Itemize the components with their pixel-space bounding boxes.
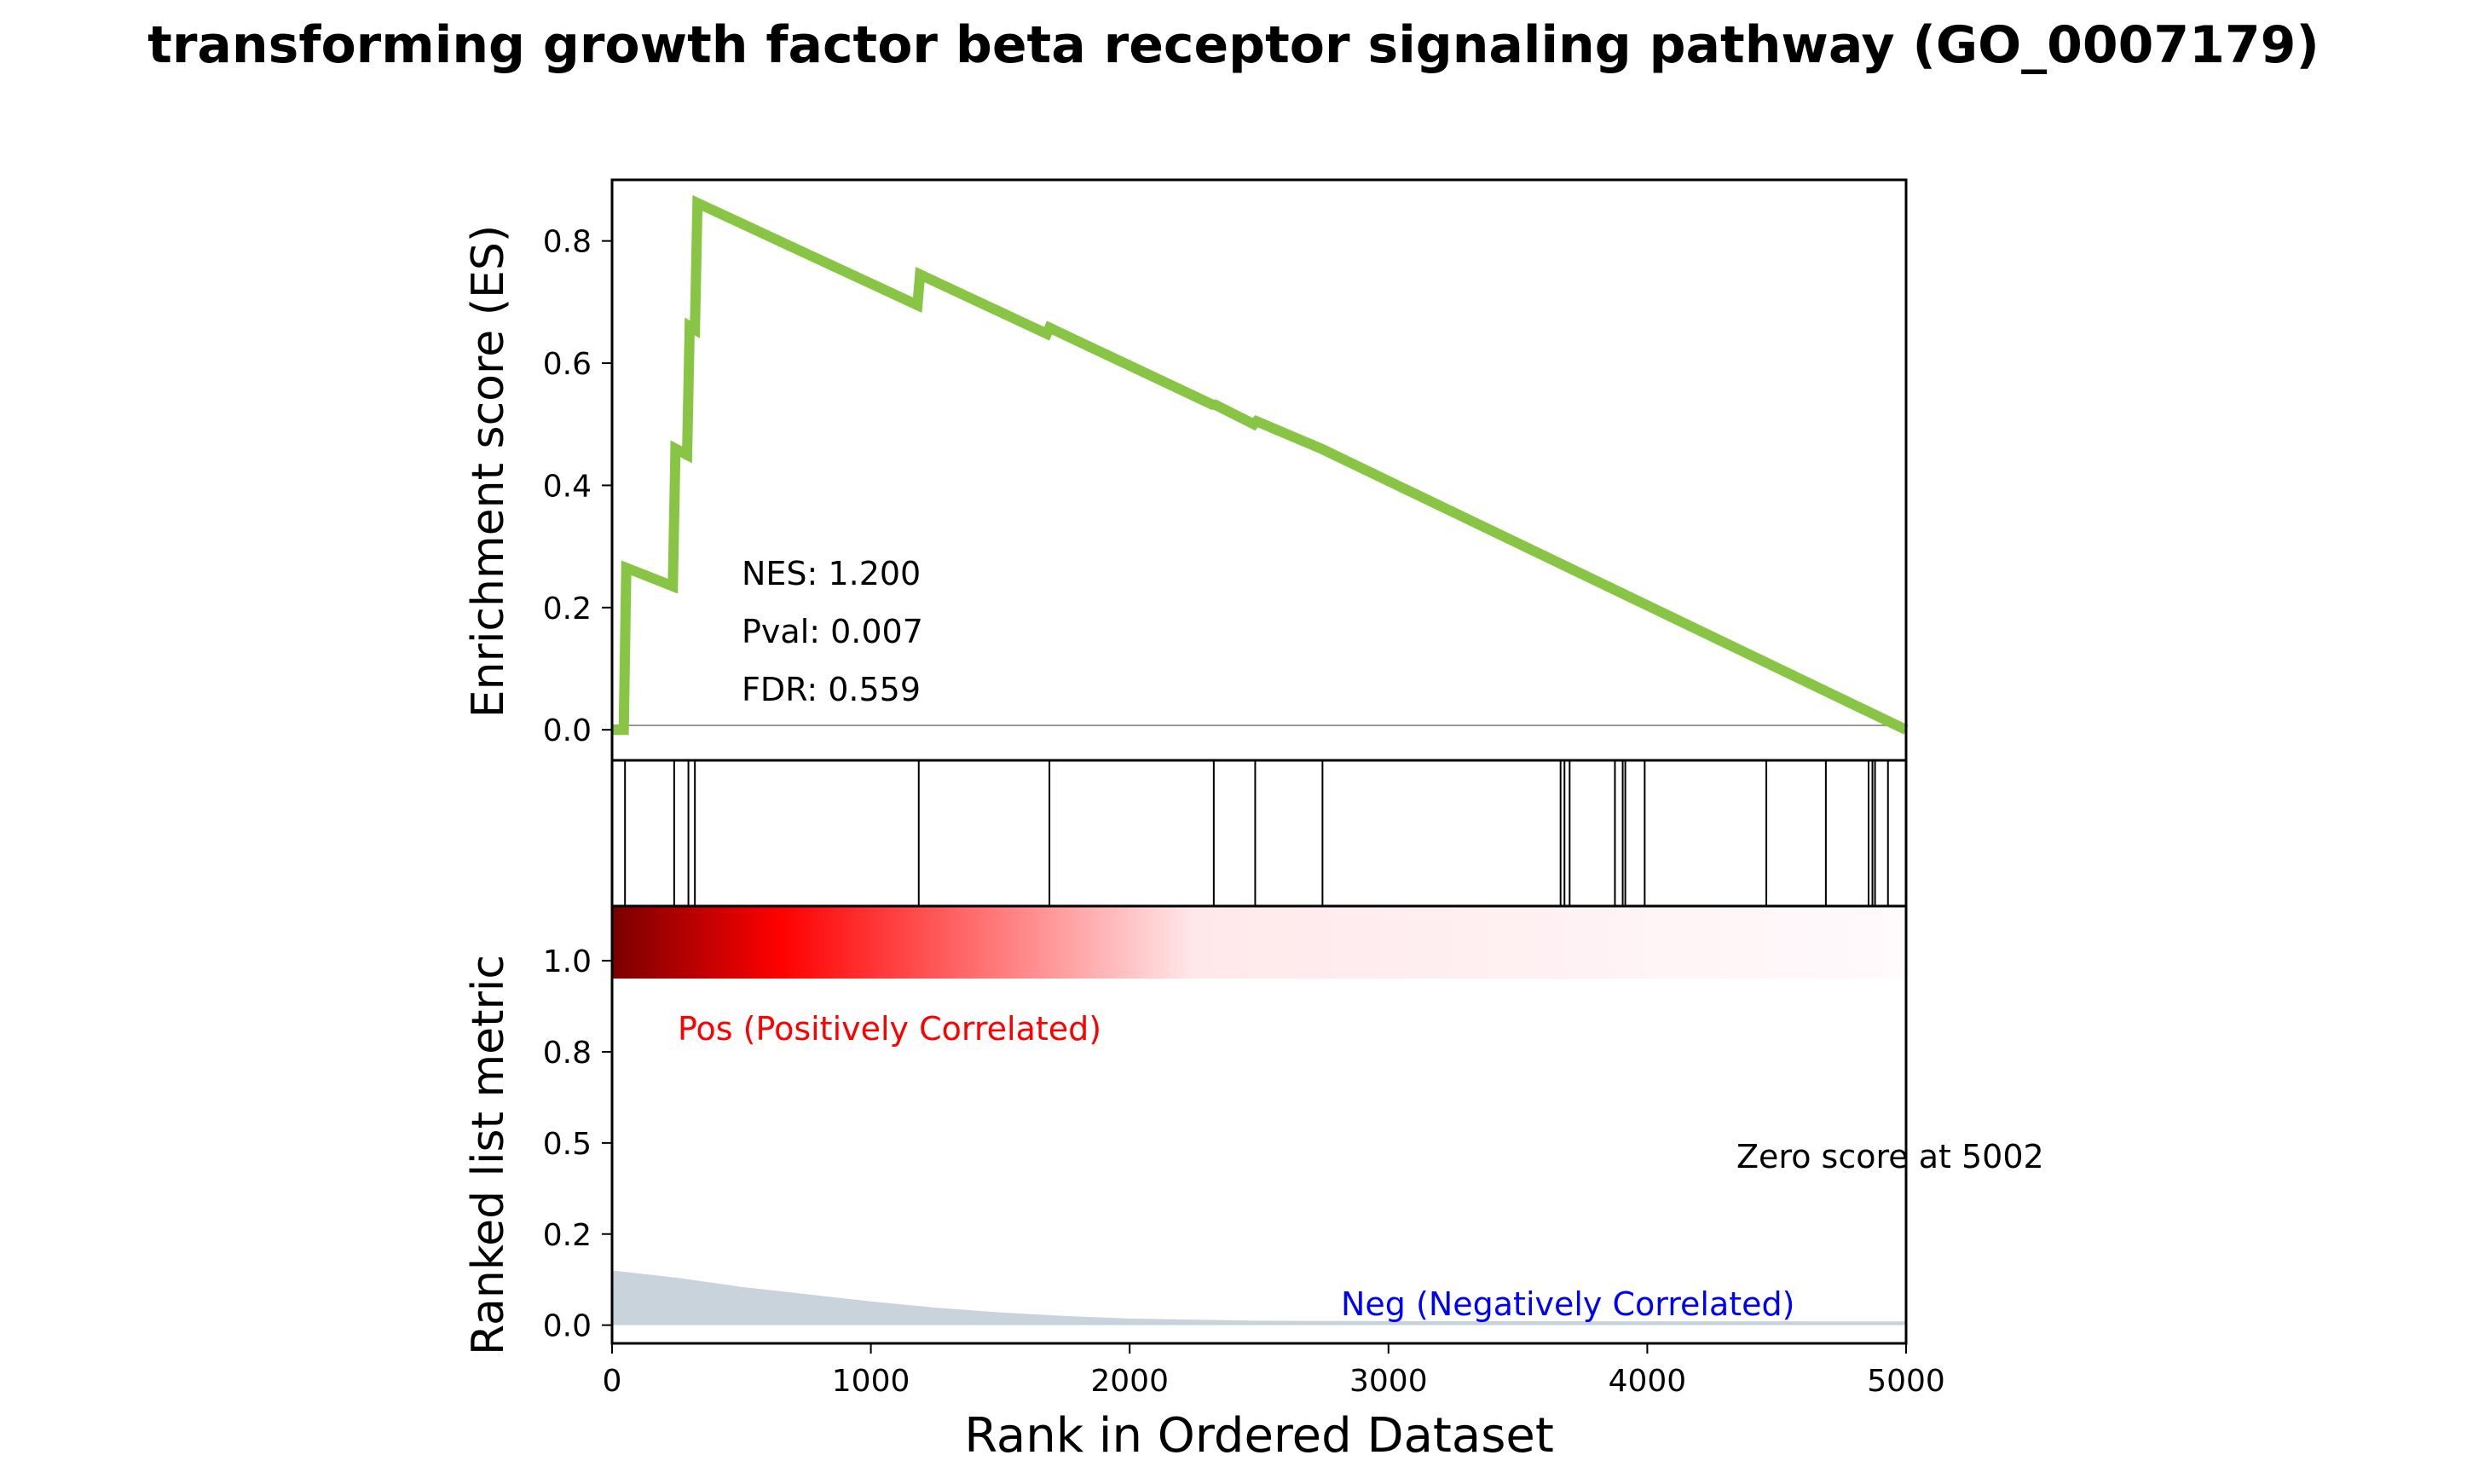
ranked-panel-frame <box>610 904 1908 1345</box>
ranked-y-tick-label: 0.2 <box>543 1218 592 1253</box>
es-y-ticks: 0.0 0.2 0.4 0.6 0.8 <box>543 225 612 748</box>
ranked-metric-area <box>612 1270 1906 1325</box>
x-tick-label: 5000 <box>1867 1364 1945 1399</box>
x-tick-label: 1000 <box>832 1364 910 1399</box>
ranked-y-tick-label: 0.0 <box>543 1309 592 1344</box>
pval-stat: Pval: 0.007 <box>742 613 923 650</box>
es-y-tick-label: 0.0 <box>543 713 592 748</box>
ranked-y-axis-label: Ranked list metric <box>463 955 514 1355</box>
es-y-axis-label: Enrichment score (ES) <box>463 225 514 718</box>
x-tick-label: 0 <box>603 1364 622 1399</box>
x-tick-label: 3000 <box>1349 1364 1428 1399</box>
x-tick-label: 4000 <box>1609 1364 1687 1399</box>
chart-title: transforming growth factor beta receptor… <box>147 15 2320 75</box>
zero-score-label: Zero score at 5002 <box>1736 1138 2044 1175</box>
hit-lines <box>624 760 1889 906</box>
x-tick-label: 2000 <box>1090 1364 1169 1399</box>
es-curve <box>612 194 1909 736</box>
negative-correlation-label: Neg (Negatively Correlated) <box>1341 1285 1794 1323</box>
ranked-y-ticks: 0.0 0.2 0.5 0.8 1.0 <box>543 944 612 1344</box>
ranked-y-tick-label: 0.8 <box>543 1036 592 1071</box>
es-y-tick-label: 0.6 <box>543 347 592 382</box>
x-axis-label: Rank in Ordered Dataset <box>964 1408 1554 1464</box>
es-y-tick-label: 0.2 <box>543 592 592 627</box>
es-y-tick-label: 0.4 <box>543 469 592 504</box>
nes-stat: NES: 1.200 <box>742 555 921 592</box>
positive-correlation-label: Pos (Positively Correlated) <box>678 1010 1101 1048</box>
hits-panel-frame <box>610 759 1908 908</box>
ranked-y-tick-label: 0.5 <box>543 1127 592 1162</box>
correlation-heatmap <box>612 906 1906 979</box>
fdr-stat: FDR: 0.559 <box>742 671 921 708</box>
es-panel: 0.0 0.2 0.4 0.6 0.8 NES: 1.200 Pval: 0.007 F… <box>463 178 1909 762</box>
ranked-panel: 0.0 0.2 0.5 0.8 1.0 Pos (Positively Correlat… <box>463 904 2044 1355</box>
hits-panel <box>610 759 1908 908</box>
x-axis-ticks: 0 1000 2000 3000 4000 5000 <box>603 1343 1945 1399</box>
ranked-y-tick-label: 1.0 <box>543 944 592 979</box>
es-y-tick-label: 0.8 <box>543 225 592 260</box>
